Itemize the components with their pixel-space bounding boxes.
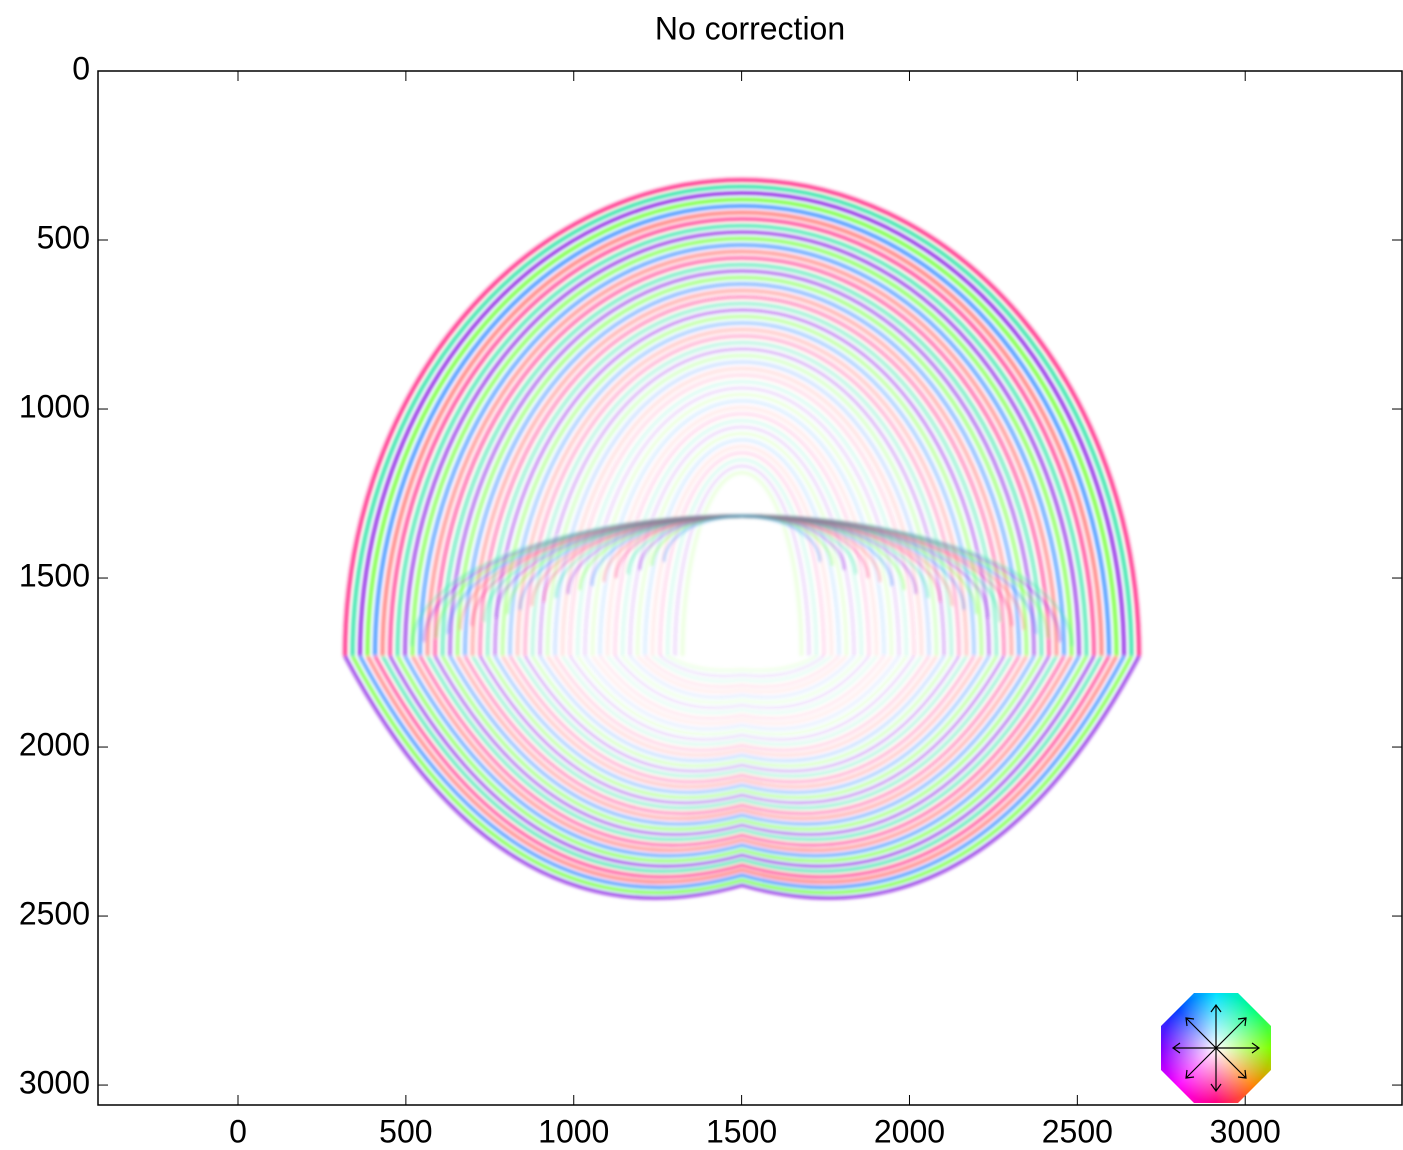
x-tick-label: 2500 xyxy=(1042,1113,1113,1149)
page: No correction 0 500 1000 1500 2000 2500 3000 0 5… xyxy=(0,0,1403,1150)
wavefield-image xyxy=(345,180,1139,898)
chart: No correction 0 500 1000 1500 2000 2500 3000 0 5… xyxy=(0,0,1403,1150)
y-tick-label: 2000 xyxy=(19,726,90,762)
y-tick-label: 3000 xyxy=(19,1065,90,1101)
x-tick-label: 2000 xyxy=(874,1113,945,1149)
wave-ring xyxy=(660,656,824,676)
x-tick-label: 3000 xyxy=(1210,1113,1281,1149)
x-tick-label: 1000 xyxy=(538,1113,609,1149)
y-tick-label: 0 xyxy=(72,50,90,86)
y-tick-label: 500 xyxy=(37,219,90,255)
wave-ring xyxy=(675,466,809,656)
y-tick-label: 2500 xyxy=(19,896,90,932)
x-tick-label: 500 xyxy=(379,1113,432,1149)
wheel-arrows xyxy=(1161,993,1271,1103)
wave-ring xyxy=(472,516,1012,626)
chart-title: No correction xyxy=(655,10,845,46)
wave-ring xyxy=(668,656,817,671)
wave-ring xyxy=(460,516,1024,630)
x-tick-label: 1500 xyxy=(706,1113,777,1149)
y-tick-label: 1000 xyxy=(19,388,90,424)
x-tick-label: 0 xyxy=(229,1113,247,1149)
y-tick-label: 1500 xyxy=(19,557,90,593)
wave-ring xyxy=(420,245,1064,656)
wave-ring xyxy=(683,473,802,657)
